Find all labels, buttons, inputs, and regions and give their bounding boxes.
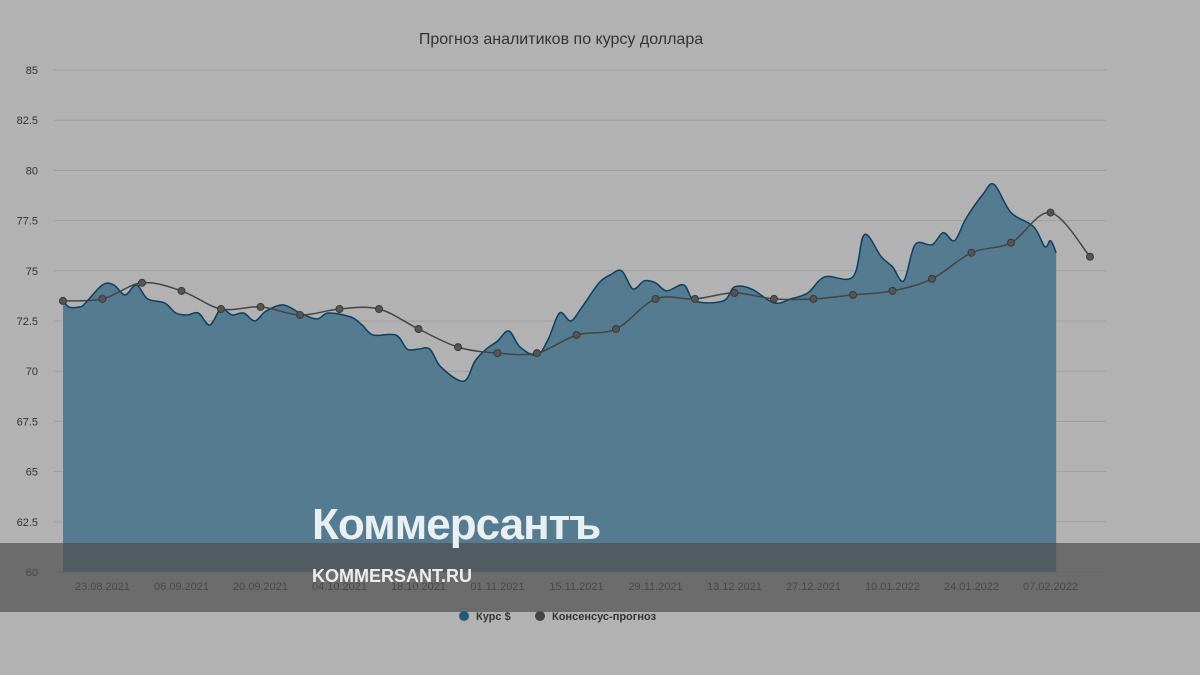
y-tick-label: 85: [26, 65, 38, 77]
consensus-point: [493, 349, 502, 358]
consensus-point: [572, 331, 581, 340]
consensus-point: [296, 311, 304, 319]
brand-site-link[interactable]: KOMMERSANT.RU: [312, 566, 472, 586]
consensus-point: [177, 286, 186, 295]
consensus-point: [98, 294, 107, 303]
chart-title: Прогноз аналитиков по курсу доллара: [419, 31, 703, 48]
consensus-point: [414, 325, 423, 333]
y-tick-label: 75: [26, 266, 38, 278]
legend[interactable]: Курс $ Консенсус-прогноз: [459, 611, 657, 623]
consensus-point: [1046, 208, 1055, 217]
consensus-point: [888, 286, 897, 295]
consensus-point: [217, 305, 225, 313]
legend-marker-consensus: [535, 611, 545, 621]
consensus-point: [928, 274, 936, 283]
watermark-banner: [0, 543, 1200, 612]
consensus-point: [138, 278, 146, 287]
y-tick-label: 67.5: [17, 416, 38, 428]
legend-label-usd[interactable]: Курс $: [476, 611, 511, 623]
consensus-point: [454, 343, 462, 352]
y-tick-label: 72.5: [17, 316, 38, 328]
y-tick-label: 82.5: [17, 115, 38, 127]
consensus-point: [730, 288, 739, 297]
y-tick-label: 62.5: [17, 517, 38, 529]
legend-marker-usd: [459, 611, 469, 621]
series-layer: [59, 183, 1094, 572]
consensus-point: [1086, 252, 1094, 261]
brand-logo: Коммерсантъ: [312, 500, 601, 549]
consensus-point: [533, 349, 541, 358]
consensus-point: [612, 325, 620, 333]
consensus-point: [256, 302, 265, 311]
consensus-point: [967, 248, 976, 257]
y-tick-label: 77.5: [17, 216, 38, 228]
consensus-point: [770, 294, 778, 303]
y-tick-label: 80: [26, 165, 38, 177]
consensus-point: [809, 294, 818, 303]
consensus-point: [335, 305, 344, 313]
consensus-point: [849, 290, 857, 299]
consensus-point: [375, 305, 383, 313]
consensus-point: [691, 294, 699, 303]
consensus-point: [1007, 238, 1015, 247]
y-tick-label: 70: [26, 366, 38, 378]
consensus-point: [59, 296, 67, 305]
y-tick-label: 65: [26, 467, 38, 479]
legend-label-consensus[interactable]: Консенсус-прогноз: [552, 611, 657, 623]
series-usd-area: [63, 183, 1057, 572]
consensus-point: [651, 294, 660, 303]
